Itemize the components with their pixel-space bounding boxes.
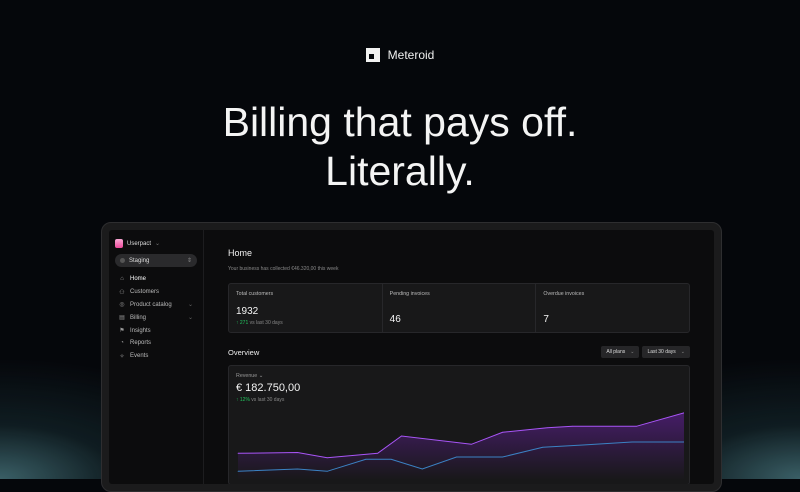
plans-filter-value: All plans (606, 349, 625, 355)
delta-suffix: vs last 30 days (250, 320, 283, 326)
users-icon: ⚇ (119, 289, 125, 296)
sidebar-item-customers[interactable]: ⚇ Customers (115, 286, 197, 299)
sidebar-item-label: Billing (130, 315, 183, 321)
environment-select[interactable]: Staging ⇕ (115, 254, 197, 267)
series-1-point (456, 457, 457, 458)
series-1-point (632, 442, 633, 443)
delta-value: 271 (240, 320, 248, 326)
stat-pending-invoices[interactable]: Pending invoices 46 (383, 284, 537, 332)
series-1-point (542, 447, 543, 448)
series-0-point (471, 444, 472, 445)
stat-label: Pending invoices (390, 291, 529, 297)
sidebar-item-reports[interactable]: ◔ Reports (115, 337, 197, 350)
meteroid-logo-icon (366, 48, 380, 62)
stat-value: 1932 (236, 306, 258, 317)
home-icon: ⌂ (119, 276, 125, 282)
revenue-metric-select[interactable]: Revenue ⌄ (236, 373, 682, 379)
environment-name: Staging (129, 258, 149, 264)
series-1-point (327, 471, 328, 472)
sidebar-item-events[interactable]: ✧ Events (115, 350, 197, 363)
workspace-name: Userpact (127, 241, 151, 247)
chevron-down-icon: ⌄ (630, 349, 634, 355)
headline-line-1: Billing that pays off. (0, 98, 800, 147)
series-0-point (401, 436, 402, 437)
series-1-point (583, 445, 584, 446)
laptop-frame: Userpact ⌄ Staging ⇕ ⌂ Home ⚇ Customers ◎ Pro… (101, 222, 722, 492)
sidebar-item-label: Insights (130, 328, 197, 334)
stat-label: Total customers (236, 291, 375, 297)
page-title: Home (228, 248, 690, 258)
sidebar-item-label: Reports (130, 340, 197, 346)
events-icon: ✧ (119, 353, 125, 360)
series-0-point (502, 432, 503, 433)
revenue-value: € 182.750,00 (236, 382, 682, 394)
stat-delta: ↑ 271 vs last 30 days (236, 320, 283, 326)
period-filter[interactable]: Last 30 days ⌄ (642, 346, 690, 358)
sidebar-item-home[interactable]: ⌂ Home (115, 273, 197, 286)
brand: Meteroid (0, 48, 800, 62)
series-0-point (297, 452, 298, 453)
sidebar-item-billing[interactable]: ▤ Billing ⌄ (115, 311, 197, 324)
series-1-point (391, 459, 392, 460)
stat-label: Overdue invoices (543, 291, 682, 297)
series-0-point (547, 427, 548, 428)
stat-overdue-invoices[interactable]: Overdue invoices 7 (536, 284, 689, 332)
billing-icon: ▤ (119, 314, 125, 321)
sidebar-item-label: Events (130, 353, 197, 359)
series-0-point (327, 457, 328, 458)
sidebar: Userpact ⌄ Staging ⇕ ⌂ Home ⚇ Customers ◎ Pro… (109, 230, 204, 484)
stats-row: Total customers 1932 ↑ 271 vs last 30 da… (228, 283, 690, 333)
series-0-point (572, 426, 573, 427)
chevron-down-icon: ⌄ (155, 240, 160, 247)
sidebar-item-label: Customers (130, 289, 197, 295)
revenue-card: Revenue ⌄ € 182.750,00 ↑ 12% vs last 30 … (228, 365, 690, 484)
main-content: Home Your business has collected €46.320… (204, 230, 714, 484)
sidebar-item-product-catalog[interactable]: ◎ Product catalog ⌄ (115, 299, 197, 312)
chevron-down-icon: ⌄ (681, 349, 685, 355)
brand-name: Meteroid (388, 48, 435, 62)
stat-value: 7 (543, 314, 549, 325)
reports-icon: ◔ (119, 340, 125, 346)
sidebar-item-label: Product catalog (130, 302, 183, 308)
catalog-icon: ◎ (119, 301, 125, 308)
sidebar-item-insights[interactable]: ⚑ Insights (115, 324, 197, 337)
series-1-point (238, 471, 239, 472)
series-0-point (636, 426, 637, 427)
period-filter-value: Last 30 days (647, 349, 675, 355)
workspace-switcher[interactable]: Userpact ⌄ (115, 239, 197, 248)
overview-header: Overview All plans ⌄ Last 30 days ⌄ (228, 345, 690, 359)
series-1-point (297, 469, 298, 470)
environment-icon (120, 258, 125, 263)
revenue-chart (236, 400, 684, 480)
series-1-point (365, 459, 366, 460)
chevron-down-icon: ⌄ (188, 314, 197, 321)
overview-title: Overview (228, 348, 598, 357)
plans-filter[interactable]: All plans ⌄ (601, 346, 639, 358)
stat-total-customers[interactable]: Total customers 1932 ↑ 271 vs last 30 da… (229, 284, 383, 332)
revenue-label: Revenue (236, 373, 257, 379)
series-1-point (422, 469, 423, 470)
headline: Billing that pays off. Literally. (0, 98, 800, 196)
series-0-point (238, 453, 239, 454)
app-screen: Userpact ⌄ Staging ⇕ ⌂ Home ⚇ Customers ◎ Pro… (109, 230, 714, 484)
series-1-point (502, 457, 503, 458)
chevron-down-icon: ⌄ (188, 301, 197, 308)
page-subtitle: Your business has collected €46.320,00 t… (228, 266, 690, 272)
insights-icon: ⚑ (119, 327, 125, 334)
chevron-updown-icon: ⇕ (187, 257, 192, 264)
headline-line-2: Literally. (0, 147, 800, 196)
series-0-point (377, 453, 378, 454)
stat-value: 46 (390, 314, 401, 325)
sidebar-item-label: Home (130, 276, 197, 282)
workspace-icon (115, 239, 123, 248)
chevron-down-icon: ⌄ (259, 373, 263, 379)
